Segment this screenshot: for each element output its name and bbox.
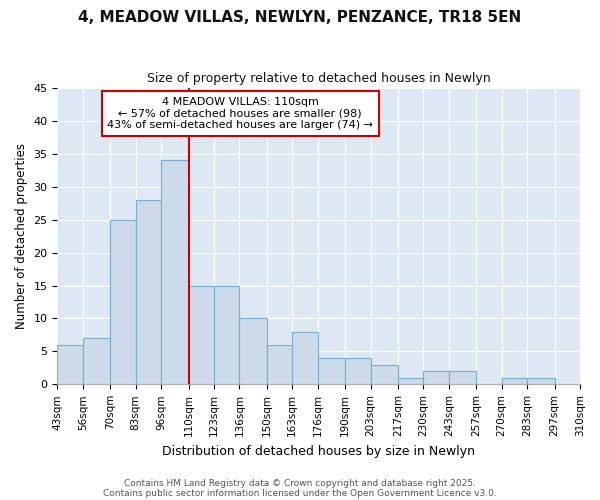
Text: 4, MEADOW VILLAS, NEWLYN, PENZANCE, TR18 5EN: 4, MEADOW VILLAS, NEWLYN, PENZANCE, TR18… — [79, 10, 521, 25]
Bar — [58, 345, 83, 385]
Text: 4 MEADOW VILLAS: 110sqm
← 57% of detached houses are smaller (98)
43% of semi-de: 4 MEADOW VILLAS: 110sqm ← 57% of detache… — [107, 97, 373, 130]
X-axis label: Distribution of detached houses by size in Newlyn: Distribution of detached houses by size … — [162, 444, 475, 458]
Bar — [136, 200, 161, 384]
Bar — [398, 378, 424, 384]
Bar — [83, 338, 110, 384]
Bar — [502, 378, 527, 384]
Bar — [527, 378, 554, 384]
Bar — [239, 318, 267, 384]
Text: Contains HM Land Registry data © Crown copyright and database right 2025.: Contains HM Land Registry data © Crown c… — [124, 478, 476, 488]
Bar — [110, 220, 136, 384]
Bar — [318, 358, 345, 384]
Bar — [345, 358, 371, 384]
Bar — [580, 378, 600, 384]
Bar — [371, 364, 398, 384]
Bar — [188, 286, 214, 384]
Bar — [214, 286, 239, 384]
Text: Contains public sector information licensed under the Open Government Licence v3: Contains public sector information licen… — [103, 488, 497, 498]
Bar — [267, 345, 292, 385]
Bar — [292, 332, 318, 384]
Bar — [161, 160, 188, 384]
Title: Size of property relative to detached houses in Newlyn: Size of property relative to detached ho… — [147, 72, 491, 86]
Bar — [449, 371, 476, 384]
Y-axis label: Number of detached properties: Number of detached properties — [15, 143, 28, 329]
Bar — [424, 371, 449, 384]
